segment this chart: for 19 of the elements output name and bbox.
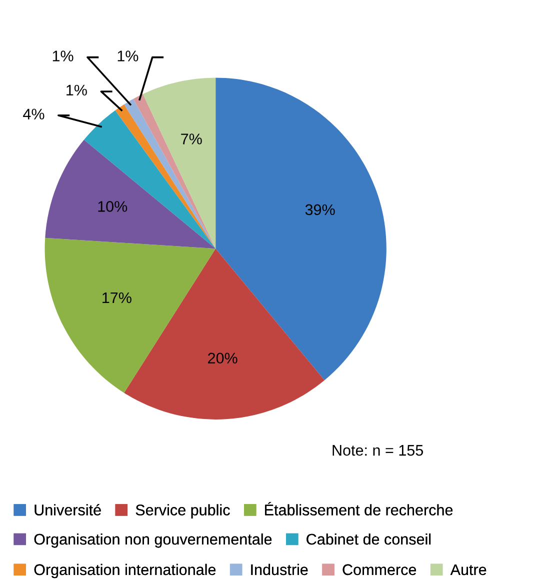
legend-label: Organisation non gouvernementale bbox=[34, 533, 272, 548]
legend-label: Organisation internationale bbox=[34, 564, 216, 578]
data-label: 10% bbox=[98, 201, 128, 212]
data-label: 20% bbox=[208, 352, 238, 364]
data-label: 39% bbox=[305, 204, 335, 216]
legend-label: Service public bbox=[136, 504, 230, 518]
legend-label: Commerce bbox=[342, 564, 416, 576]
data-label: 4% bbox=[23, 108, 44, 120]
legend-label: Établissement de recherche bbox=[265, 502, 453, 516]
data-label: 1% bbox=[66, 84, 87, 96]
data-label: 1% bbox=[52, 50, 74, 62]
data-label: 1% bbox=[118, 50, 138, 62]
legend-label: Autre bbox=[450, 564, 486, 576]
legend-label: Industrie bbox=[251, 564, 308, 576]
data-label: 17% bbox=[102, 292, 132, 304]
legend-label: Université bbox=[34, 504, 101, 516]
legend-label: Cabinet de conseil bbox=[306, 533, 431, 545]
data-label: 7% bbox=[181, 134, 202, 144]
text: Note: n = 155 bbox=[332, 445, 424, 456]
